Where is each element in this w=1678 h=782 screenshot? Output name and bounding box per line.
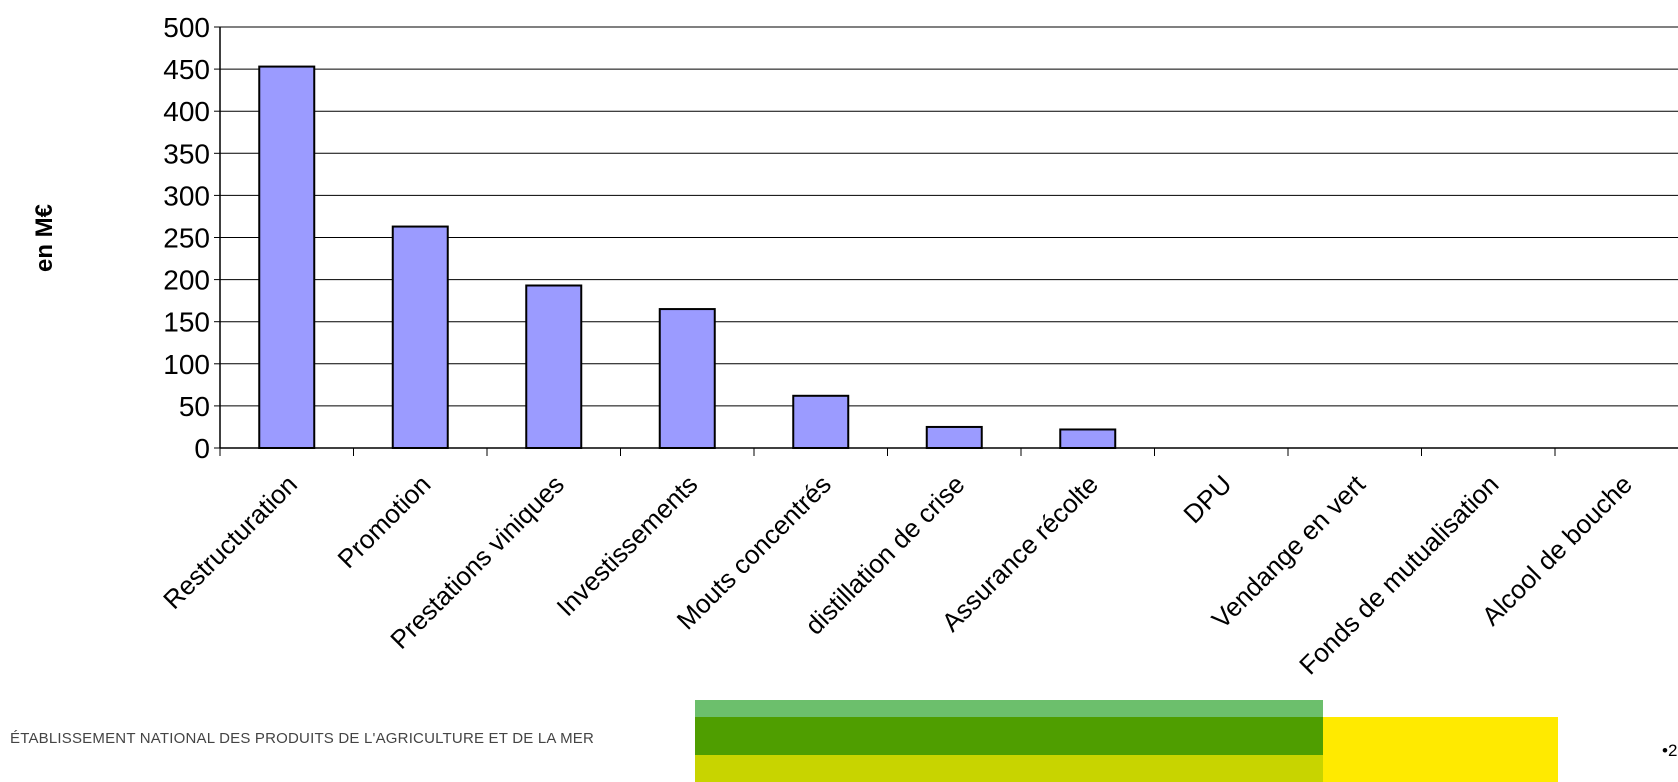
bar-5 <box>925 425 983 450</box>
bar-6 <box>1059 428 1117 450</box>
organization-name: ÉTABLISSEMENT NATIONAL DES PRODUITS DE L… <box>10 730 595 747</box>
y-tick-label: 500 <box>163 12 210 43</box>
category-label: Promotion <box>331 469 436 574</box>
y-tick-label: 350 <box>163 138 210 169</box>
bar-3 <box>658 308 716 449</box>
footer-band-lime <box>695 755 1323 782</box>
category-label: Restructuration <box>157 469 303 615</box>
bar-4 <box>792 394 850 449</box>
axes <box>219 27 1678 449</box>
page-number: •2 <box>1662 741 1678 760</box>
y-tick-label: 450 <box>163 54 210 85</box>
bar-0 <box>258 65 316 449</box>
y-tick-label: 300 <box>163 180 210 211</box>
y-tick-label: 0 <box>194 433 210 464</box>
y-tick-label: 400 <box>163 96 210 127</box>
category-label: DPU <box>1177 469 1237 529</box>
y-axis-ticks: 0 50 100 150 200 250 300 350 400 450 500 <box>163 12 220 464</box>
y-tick-label: 100 <box>163 349 210 380</box>
grid-lines <box>220 26 1678 407</box>
y-axis-label: en M€ <box>31 204 58 272</box>
footer-band-yellow <box>1323 717 1558 782</box>
bar-1 <box>391 225 449 449</box>
y-tick-label: 50 <box>179 391 210 422</box>
category-label: Investissements <box>550 469 703 622</box>
x-axis-ticks <box>219 448 1556 456</box>
y-tick-label: 150 <box>163 307 210 338</box>
footer-band-dark-green <box>695 717 1323 755</box>
bars <box>258 65 1117 450</box>
footer-band-light-green <box>695 700 1323 717</box>
y-tick-label: 200 <box>163 265 210 296</box>
bar-2 <box>525 284 583 449</box>
y-tick-label: 250 <box>163 223 210 254</box>
